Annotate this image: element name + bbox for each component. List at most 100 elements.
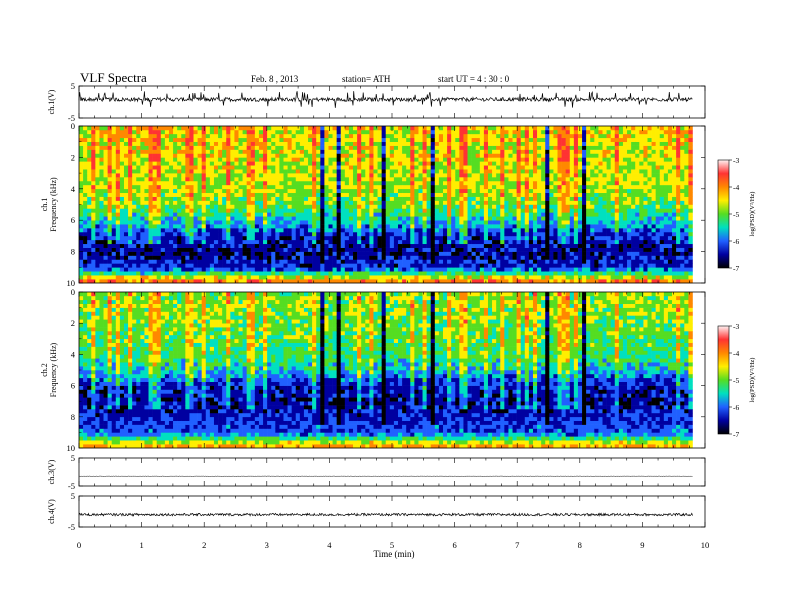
spectrogram-cell (299, 208, 305, 213)
spectrogram-cell (324, 212, 329, 217)
spectrogram-cell (443, 235, 448, 241)
spectrogram-cell (303, 161, 309, 166)
spectrogram-cell (516, 188, 522, 194)
spectrogram-cell (557, 153, 562, 158)
spectrogram-cell (140, 243, 145, 248)
spectrogram-cell (115, 275, 121, 280)
spectrogram-cell (455, 192, 460, 197)
spectrogram-cell (385, 224, 391, 229)
spectrogram-cell (140, 271, 145, 276)
spectrogram-cell (471, 137, 477, 142)
spectrogram-cell (451, 204, 456, 209)
spectrogram-cell (119, 133, 125, 139)
spectrogram-cell (381, 239, 387, 245)
spectrogram-cell (451, 220, 456, 225)
spectrogram-cell (447, 165, 452, 170)
spectrogram-cell (295, 235, 301, 241)
spectrogram-cell (479, 126, 485, 131)
spectrogram-cell (418, 129, 423, 135)
spectrogram-cell (295, 259, 301, 264)
spectrogram-cell (164, 161, 170, 166)
spectrogram-cell (524, 224, 530, 229)
spectrogram-cell (365, 153, 370, 158)
spectrogram-cell (577, 239, 583, 245)
spectrogram-cell (381, 204, 387, 209)
spectrogram-cell (496, 157, 501, 162)
spectrogram-cell (156, 255, 162, 260)
spectrogram-cell (508, 200, 513, 205)
spectrogram-cell (541, 235, 546, 241)
spectrogram-cell (119, 145, 125, 150)
spectrogram-cell (455, 137, 460, 142)
spectrogram-cell (332, 208, 337, 213)
spectrogram-cell (111, 235, 117, 241)
spectrogram-cell (156, 216, 162, 221)
spectrogram-cell (361, 231, 366, 237)
spectrogram-cell (549, 141, 554, 146)
spectrogram-cell (308, 157, 313, 162)
spectrogram-cell (119, 184, 125, 190)
spectrogram-cell (189, 267, 194, 272)
spectrogram-cell (541, 279, 546, 284)
spectrogram-cell (271, 161, 276, 166)
spectrogram-cell (537, 192, 542, 197)
spectrogram-cell (438, 216, 444, 221)
spectrogram-cell (189, 180, 194, 186)
spectrogram-cell (500, 196, 505, 201)
spectrogram-cell (299, 145, 305, 150)
spectrogram-cell (532, 161, 538, 166)
spectrogram-cell (320, 259, 325, 264)
spectrogram-cell (569, 196, 575, 201)
spectrogram-cell (377, 200, 382, 205)
spectrogram-cell (303, 247, 309, 252)
spectrogram-cell (381, 220, 387, 225)
spectrogram-cell (123, 275, 129, 280)
spectrogram-cell (524, 204, 530, 209)
spectrogram-cell (79, 247, 84, 252)
spectrogram-cell (91, 271, 96, 276)
spectrogram-cell (218, 255, 223, 260)
spectrogram-cell (234, 126, 239, 131)
spectrogram-cell (209, 251, 215, 256)
spectrogram-cell (136, 275, 141, 280)
spectrogram-cell (258, 263, 264, 268)
spectrogram-cell (443, 243, 448, 248)
spectrogram-cell (406, 200, 411, 205)
spectrogram-cell (181, 137, 186, 142)
spectrogram-cell (177, 263, 182, 268)
spectrogram-cell (520, 126, 526, 131)
spectrogram-cell (258, 173, 264, 178)
spectrogram-cell (140, 263, 145, 268)
spectrogram-cell (160, 235, 166, 241)
spectrogram-cell (447, 220, 452, 225)
spectrogram-cell (222, 235, 227, 241)
spectrogram-cell (553, 169, 558, 174)
spectrogram-cell (410, 212, 415, 217)
spectrogram-cell (320, 247, 325, 252)
spectrogram-cell (156, 149, 162, 154)
spectrogram-cell (430, 196, 436, 201)
spectrogram-cell (185, 255, 190, 260)
y-tick-label: 5 (71, 81, 75, 91)
spectrogram-cell (242, 224, 247, 229)
spectrogram-cell (516, 200, 522, 205)
spectrogram-cell (475, 173, 481, 178)
spectrogram-cell (263, 126, 268, 131)
spectrogram-cell (303, 243, 309, 248)
spectrogram-cell (532, 169, 538, 174)
spectrogram-cell (479, 243, 485, 248)
spectrogram-cell (353, 184, 358, 190)
spectrogram-cell (532, 145, 538, 150)
spectrogram-cell (528, 188, 534, 194)
spectrogram-cell (83, 192, 88, 197)
spectrogram-cell (95, 184, 100, 190)
spectrogram-cell (291, 141, 297, 146)
spectrogram-cell (492, 231, 497, 237)
spectrogram-cell (565, 141, 571, 146)
spectrogram-cell (222, 192, 227, 197)
spectrogram-cell (398, 251, 403, 256)
spectrogram-cell (287, 224, 292, 229)
spectrogram-cell (328, 247, 333, 252)
spectrogram-cell (115, 267, 121, 272)
spectrogram-cell (263, 228, 268, 233)
